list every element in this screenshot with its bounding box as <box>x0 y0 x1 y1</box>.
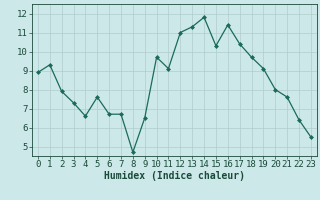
X-axis label: Humidex (Indice chaleur): Humidex (Indice chaleur) <box>104 171 245 181</box>
